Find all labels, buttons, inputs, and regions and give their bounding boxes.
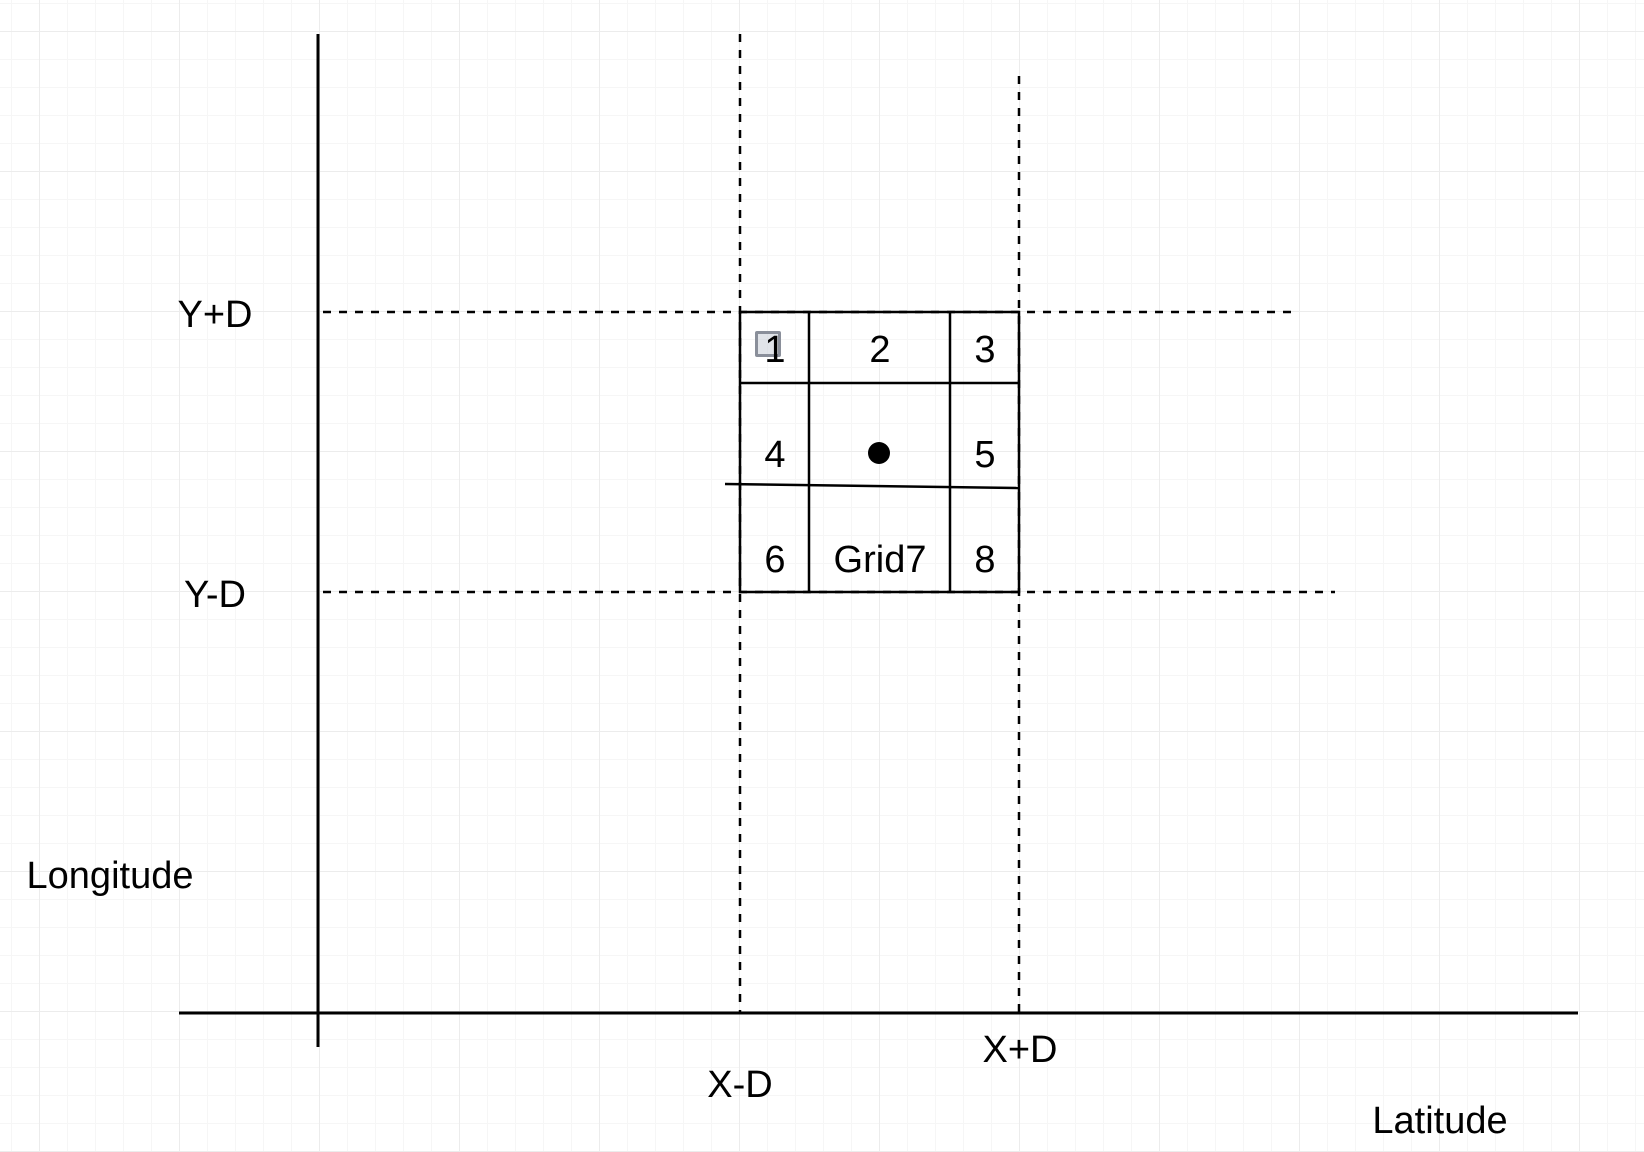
x-axis-label: Latitude bbox=[1372, 1100, 1508, 1142]
cell-label-4: 4 bbox=[764, 434, 786, 476]
cell-label-1: 1 bbox=[764, 329, 786, 371]
cell-label-6: 6 bbox=[764, 539, 786, 581]
cell-label-2: 2 bbox=[869, 329, 891, 371]
grid-block-outline bbox=[738, 310, 1021, 594]
cell-label-5: 5 bbox=[974, 434, 996, 476]
cell-label-8: 8 bbox=[974, 539, 996, 581]
center-point bbox=[868, 442, 890, 464]
cell-label-7: Grid7 bbox=[833, 539, 927, 581]
x-plus-label: X+D bbox=[982, 1029, 1058, 1071]
x-minus-label: X-D bbox=[707, 1064, 773, 1106]
grid-hline-2 bbox=[724, 482, 1020, 490]
grid-block bbox=[724, 310, 1021, 594]
selection-handle-icon[interactable] bbox=[755, 331, 781, 357]
y-plus-label: Y+D bbox=[177, 294, 253, 336]
y-minus-label: Y-D bbox=[184, 574, 246, 616]
y-axis-label: Longitude bbox=[26, 855, 194, 897]
cell-label-3: 3 bbox=[974, 329, 996, 371]
